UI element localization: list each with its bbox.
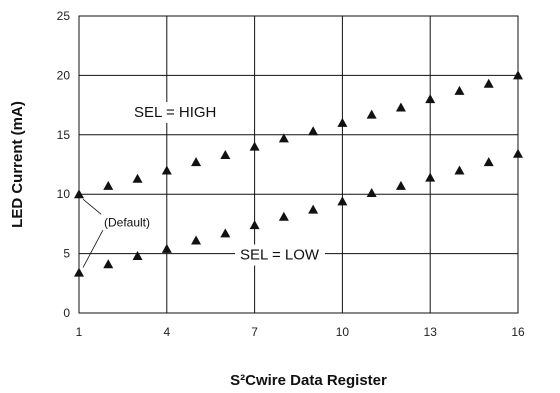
y-axis-title: LED Current (mA) <box>9 101 26 228</box>
marker-sel-high <box>103 180 114 190</box>
marker-sel-low <box>249 220 260 230</box>
marker-sel-low <box>483 157 494 167</box>
grid-lines <box>79 16 518 313</box>
x-tick-label: 16 <box>511 325 525 339</box>
marker-sel-high <box>395 102 406 112</box>
annotation-default: (Default) <box>104 215 150 229</box>
marker-sel-high <box>132 173 143 183</box>
plot-border <box>78 15 519 314</box>
x-tick-label: 13 <box>424 325 438 339</box>
data-markers <box>74 70 523 277</box>
annotation-sel-low: SEL = LOW <box>240 247 320 264</box>
default-callout-arrows <box>82 198 107 268</box>
marker-sel-low <box>161 243 172 253</box>
marker-sel-low <box>132 250 143 260</box>
marker-sel-low <box>220 228 231 238</box>
marker-sel-low <box>395 180 406 190</box>
marker-sel-high <box>220 149 231 159</box>
default-arrow-line <box>82 224 107 268</box>
marker-sel-high <box>249 141 260 151</box>
x-tick-labels: 1 4 7 10 13 16 <box>76 325 525 339</box>
x-tick-label: 7 <box>251 325 258 339</box>
marker-sel-low <box>454 165 465 175</box>
y-tick-labels: 0 5 10 15 20 25 <box>57 9 71 320</box>
marker-sel-low <box>278 211 289 221</box>
marker-sel-high <box>454 85 465 95</box>
marker-sel-high <box>483 78 494 88</box>
marker-sel-high <box>161 165 172 175</box>
x-axis-title: S²Cwire Data Register <box>230 372 387 389</box>
annotation-sel-high: SEL = HIGH <box>134 104 216 121</box>
y-tick-label: 25 <box>57 9 71 23</box>
marker-sel-high <box>425 94 436 104</box>
x-tick-label: 4 <box>163 325 170 339</box>
marker-sel-high <box>337 117 348 127</box>
low-label-background <box>235 244 325 266</box>
x-tick-label: 1 <box>76 325 83 339</box>
marker-sel-low <box>425 172 436 182</box>
default-label-background <box>101 214 154 231</box>
x-tick-label: 10 <box>336 325 350 339</box>
marker-sel-low <box>366 188 377 198</box>
y-tick-label: 15 <box>57 128 71 142</box>
marker-sel-high <box>366 109 377 119</box>
y-tick-label: 10 <box>57 187 71 201</box>
marker-sel-low <box>103 259 114 269</box>
marker-sel-low <box>337 196 348 206</box>
high-label-background <box>129 101 222 123</box>
marker-sel-high <box>308 126 319 136</box>
marker-sel-high <box>191 157 202 167</box>
y-tick-label: 5 <box>63 247 70 261</box>
y-tick-label: 20 <box>57 68 71 82</box>
y-tick-label: 0 <box>63 306 70 320</box>
marker-sel-low <box>191 235 202 245</box>
marker-sel-high <box>278 133 289 143</box>
marker-sel-low <box>308 204 319 214</box>
